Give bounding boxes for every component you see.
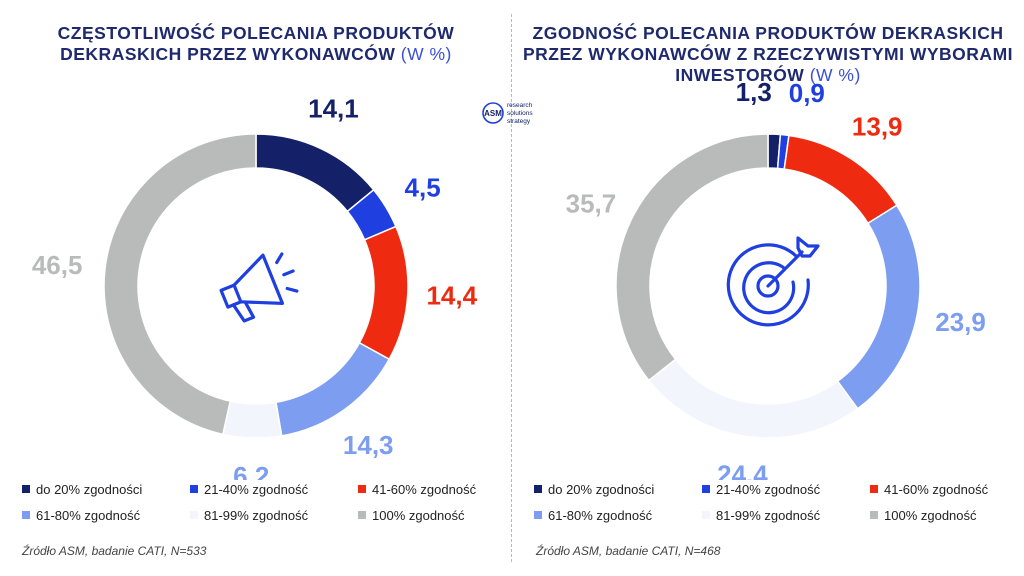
logo-mark: ASM: [484, 109, 502, 118]
donut-segment-6: [615, 133, 769, 382]
data-label-1: 14,1: [308, 93, 359, 123]
legend-label: do 20% zgodności: [548, 482, 655, 497]
legend-swatch: [190, 511, 198, 519]
legend-swatch: [358, 485, 366, 493]
legend-label: 61-80% zgodność: [36, 508, 141, 523]
legend-swatch: [702, 511, 710, 519]
donut-segment-3: [358, 225, 409, 361]
legend-swatch: [534, 485, 542, 493]
legend-item-2: 21-40% zgodność: [702, 482, 820, 497]
donut-segment-4: [275, 341, 391, 437]
legend-item-4: 61-80% zgodność: [534, 508, 652, 523]
data-label-3: 14,4: [426, 281, 477, 311]
donut-chart: 14,1 4,5 14,4 14,3 6,2 46,5: [32, 93, 478, 480]
legend-swatch: [702, 485, 710, 493]
data-label-2: 4,5: [405, 173, 441, 203]
legend-swatch: [190, 485, 198, 493]
chart-title-line-1: ZGODNOŚĆ POLECANIA PRODUKTÓW DEKRASKICH: [532, 23, 1004, 43]
source-note: Źródło ASM, badanie CATI, N=533: [22, 544, 207, 558]
chart-title-line-2: DEKRASKICH PRZEZ WYKONAWCÓW (W %): [60, 44, 452, 64]
legend-label: 100% zgodność: [884, 508, 977, 523]
legend-item-6: 100% zgodność: [358, 508, 465, 523]
target-icon: [726, 236, 820, 327]
legend-label: 81-99% zgodność: [204, 508, 309, 523]
donut-chart: 1,3 0,9 13,9 23,9 24,4 35,7: [566, 77, 986, 480]
legend-item-4: 61-80% zgodność: [22, 508, 140, 523]
data-label-3: 13,9: [852, 111, 903, 141]
data-label-4: 23,9: [935, 307, 986, 337]
asm-logo: ASM research solutions strategy: [482, 102, 533, 125]
legend-label: 21-40% zgodność: [204, 482, 309, 497]
legend-label: 41-60% zgodność: [884, 482, 989, 497]
data-label-2: 0,9: [789, 78, 825, 108]
legend-item-3: 41-60% zgodność: [358, 482, 476, 497]
legend-item-5: 81-99% zgodność: [702, 508, 820, 523]
donut-segment-3: [783, 134, 898, 225]
legend-label: 100% zgodność: [372, 508, 465, 523]
donut-segment-6: [103, 133, 257, 436]
data-labels: 1,3 0,9 13,9 23,9 24,4 35,7: [566, 77, 986, 480]
donut-segment-5: [221, 400, 283, 439]
donut-segment-4: [836, 204, 921, 410]
source-note: Źródło ASM, badanie CATI, N=468: [536, 544, 721, 558]
legend-swatch: [870, 485, 878, 493]
legend-label: 41-60% zgodność: [372, 482, 477, 497]
chart-title-line-2: PRZEZ WYKONAWCÓW Z RZECZYWISTYMI WYBORAM…: [522, 44, 1014, 64]
data-label-5: 6,2: [233, 461, 269, 480]
legend-swatch: [22, 511, 30, 519]
legend-item-1: do 20% zgodności: [534, 482, 654, 497]
legend-swatch: [534, 511, 542, 519]
chart-title: ZGODNOŚĆ POLECANIA PRODUKTÓW DEKRASKICH …: [512, 23, 1024, 86]
legend-swatch: [358, 511, 366, 519]
right-chart-panel: ZGODNOŚĆ POLECANIA PRODUKTÓW DEKRASKICH …: [512, 0, 1024, 576]
left-chart-panel: CZĘSTOTLIWOŚĆ POLECANIA PRODUKTÓW DEKRAS…: [0, 23, 512, 558]
legend-item-5: 81-99% zgodność: [190, 508, 308, 523]
chart-title-unit: (W %): [400, 44, 452, 64]
legend-swatch: [22, 485, 30, 493]
logo-line-2: solutions: [507, 110, 533, 117]
data-label-6: 46,5: [32, 250, 83, 280]
data-label-4: 14,3: [343, 430, 394, 460]
legend-item-2: 21-40% zgodność: [190, 482, 308, 497]
logo-line-3: strategy: [507, 118, 531, 125]
legend-label: 21-40% zgodność: [716, 482, 821, 497]
legend-label: 81-99% zgodność: [716, 508, 821, 523]
chart-title-line-3: INWESTORÓW (W %): [675, 65, 861, 85]
megaphone-icon: [219, 252, 299, 323]
chart-title-unit: (W %): [809, 65, 861, 85]
data-label-6: 35,7: [566, 188, 617, 218]
donut-segments: [103, 133, 409, 439]
donut-segment-1: [255, 133, 375, 213]
donut-segment-5: [647, 358, 859, 439]
chart-title: CZĘSTOTLIWOŚĆ POLECANIA PRODUKTÓW DEKRAS…: [0, 23, 512, 65]
panel-divider: [511, 14, 512, 562]
legend-item-6: 100% zgodność: [870, 508, 977, 523]
legend-swatch: [870, 511, 878, 519]
legend-label: 61-80% zgodność: [548, 508, 653, 523]
legend-item-3: 41-60% zgodność: [870, 482, 988, 497]
legend-label: do 20% zgodności: [36, 482, 143, 497]
data-labels: 14,1 4,5 14,4 14,3 6,2 46,5: [32, 93, 478, 480]
donut-segments: [615, 133, 921, 439]
logo-ring: [482, 102, 504, 124]
logo-line-1: research: [507, 102, 533, 109]
data-label-1: 1,3: [736, 77, 772, 107]
legend-item-1: do 20% zgodności: [22, 482, 142, 497]
data-label-5: 24,4: [717, 459, 768, 480]
chart-title-line-1: CZĘSTOTLIWOŚĆ POLECANIA PRODUKTÓW: [57, 23, 455, 43]
